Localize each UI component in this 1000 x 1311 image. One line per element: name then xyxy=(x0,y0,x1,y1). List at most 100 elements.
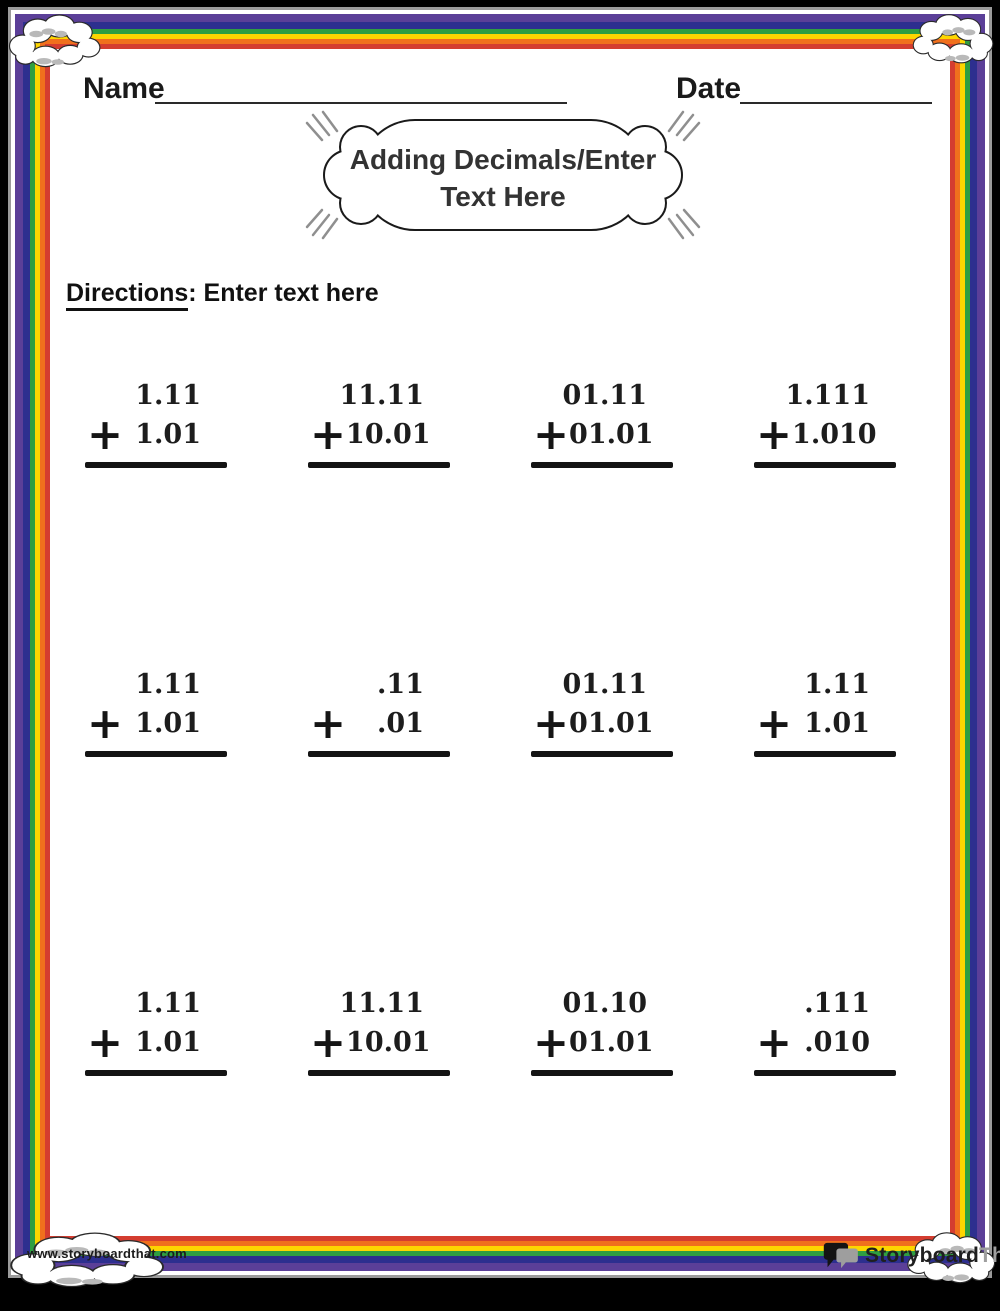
addition-problem: 11.11 + 10.01 xyxy=(308,377,450,468)
bottom-operand: 1.01 xyxy=(804,708,870,739)
directions: Directions: Enter text here xyxy=(66,279,379,311)
problem-bottom-row: + 1.01 xyxy=(85,699,227,749)
rainbow-border xyxy=(15,14,985,1271)
addition-problem: 1.11 + 1.01 xyxy=(85,985,227,1076)
problem-bottom-row: + .010 xyxy=(754,1018,896,1068)
brand-primary: Storyboard xyxy=(865,1244,980,1267)
plus-operator: + xyxy=(756,1018,793,1068)
bottom-operand: 01.01 xyxy=(569,1027,654,1058)
addition-problem: 01.11 + 01.01 xyxy=(531,666,673,757)
problems-row: 1.11 + 1.01 11.11 + 10.01 01.11 + 01.01 … xyxy=(85,377,897,468)
addition-problem: 11.11 + 10.01 xyxy=(308,985,450,1076)
bottom-operand: 1.010 xyxy=(792,419,877,450)
directions-text: : Enter text here xyxy=(188,279,379,307)
top-operand: 1.111 xyxy=(785,380,870,411)
title-line-2: Text Here xyxy=(440,181,566,212)
answer-line xyxy=(308,1070,450,1076)
addition-problem: 1.11 + 1.01 xyxy=(85,377,227,468)
rainbow-stripe xyxy=(40,39,960,1246)
plus-operator: + xyxy=(310,1018,347,1068)
date-label: Date xyxy=(676,72,742,105)
answer-line xyxy=(308,462,450,468)
answer-line xyxy=(754,462,896,468)
problem-bottom-row: + 01.01 xyxy=(531,1018,673,1068)
bottom-operand: 1.01 xyxy=(135,1027,201,1058)
addition-problem: .111 + .010 xyxy=(754,985,896,1076)
bottom-operand: .010 xyxy=(804,1027,870,1058)
plus-operator: + xyxy=(756,410,793,460)
answer-line xyxy=(85,751,227,757)
directions-label: Directions xyxy=(66,279,189,311)
problem-bottom-row: + 1.01 xyxy=(85,1018,227,1068)
answer-line xyxy=(531,1070,673,1076)
bottom-operand: 1.01 xyxy=(135,708,201,739)
burst-lines-icon xyxy=(305,110,701,240)
addition-problem: 1.11 + 1.01 xyxy=(85,666,227,757)
top-operand: 1.11 xyxy=(135,988,201,1019)
plus-operator: + xyxy=(87,699,124,749)
storyboardthat-logo: StoryboardThat xyxy=(823,1242,1000,1270)
bottom-operand: .01 xyxy=(377,708,424,739)
bottom-operand: 01.01 xyxy=(569,419,654,450)
rainbow-stripe xyxy=(23,22,977,1263)
problem-bottom-row: + 01.01 xyxy=(531,414,673,457)
answer-line xyxy=(85,462,227,468)
bottom-operand: 10.01 xyxy=(346,1027,431,1058)
plus-operator: + xyxy=(87,410,124,460)
addition-problem: 01.11 + 01.01 xyxy=(531,377,673,468)
problem-bottom-row: + .01 xyxy=(308,699,450,749)
addition-problem: .11 + .01 xyxy=(308,666,450,757)
rainbow-stripe xyxy=(35,34,965,1251)
top-operand: 11.11 xyxy=(339,380,424,411)
top-operand: 1.11 xyxy=(804,669,870,700)
answer-line xyxy=(531,751,673,757)
problem-bottom-row: + 10.01 xyxy=(308,1018,450,1068)
worksheet-title: Adding Decimals/Enter Text Here xyxy=(323,141,683,215)
problems-grid: 1.11 + 1.01 11.11 + 10.01 01.11 + 01.01 … xyxy=(85,377,897,1076)
rainbow-stripe xyxy=(30,29,970,1256)
plus-operator: + xyxy=(310,699,347,749)
plus-operator: + xyxy=(533,699,570,749)
plus-operator: + xyxy=(87,1018,124,1068)
answer-line xyxy=(754,751,896,757)
addition-problem: 01.10 + 01.01 xyxy=(531,985,673,1076)
top-operand: .11 xyxy=(377,669,424,700)
answer-line xyxy=(85,1070,227,1076)
top-operand: 01.11 xyxy=(562,669,647,700)
plus-operator: + xyxy=(533,1018,570,1068)
problem-bottom-row: + 1.01 xyxy=(754,699,896,749)
date-blank-line xyxy=(740,102,932,104)
worksheet-page: Name Date Adding Decimals/Enter Text Her… xyxy=(7,7,1000,1278)
top-operand: 01.10 xyxy=(562,988,647,1019)
bottom-operand: 01.01 xyxy=(569,708,654,739)
answer-line xyxy=(308,751,450,757)
top-operand: 11.11 xyxy=(339,988,424,1019)
problem-bottom-row: + 1.010 xyxy=(754,410,896,460)
top-operand: 1.11 xyxy=(135,380,201,411)
addition-problem: 1.111 + 1.010 xyxy=(754,377,896,468)
addition-problem: 1.11 + 1.01 xyxy=(754,666,896,757)
title-cloud-icon xyxy=(305,110,701,240)
rainbow-stripe xyxy=(15,14,985,1271)
answer-line xyxy=(531,462,673,468)
problems-row: 1.11 + 1.01 11.11 + 10.01 01.10 + 01.01 … xyxy=(85,985,897,1076)
plus-operator: + xyxy=(756,699,793,749)
name-blank-line xyxy=(155,102,567,104)
cloud-icon xyxy=(907,10,995,66)
top-operand: 01.11 xyxy=(562,380,647,411)
title-line-1: Adding Decimals/Enter xyxy=(349,144,657,175)
plus-operator: + xyxy=(310,410,347,460)
rainbow-stripe xyxy=(45,44,955,1241)
answer-line xyxy=(754,1070,896,1076)
problems-row: 1.11 + 1.01 .11 + .01 01.11 + 01.01 1.11… xyxy=(85,666,897,757)
bottom-operand: 1.01 xyxy=(135,419,201,450)
speech-bubbles-icon xyxy=(823,1242,858,1269)
bottom-operand: 10.01 xyxy=(346,419,431,450)
problem-bottom-row: + 01.01 xyxy=(531,699,673,749)
problem-bottom-row: + 1.01 xyxy=(85,410,227,460)
brand-secondary: That xyxy=(979,1244,1000,1267)
website-url: www.storyboardthat.com xyxy=(27,1246,187,1261)
name-label: Name xyxy=(83,72,165,105)
top-operand: .111 xyxy=(804,988,870,1019)
cloud-icon xyxy=(7,10,107,70)
